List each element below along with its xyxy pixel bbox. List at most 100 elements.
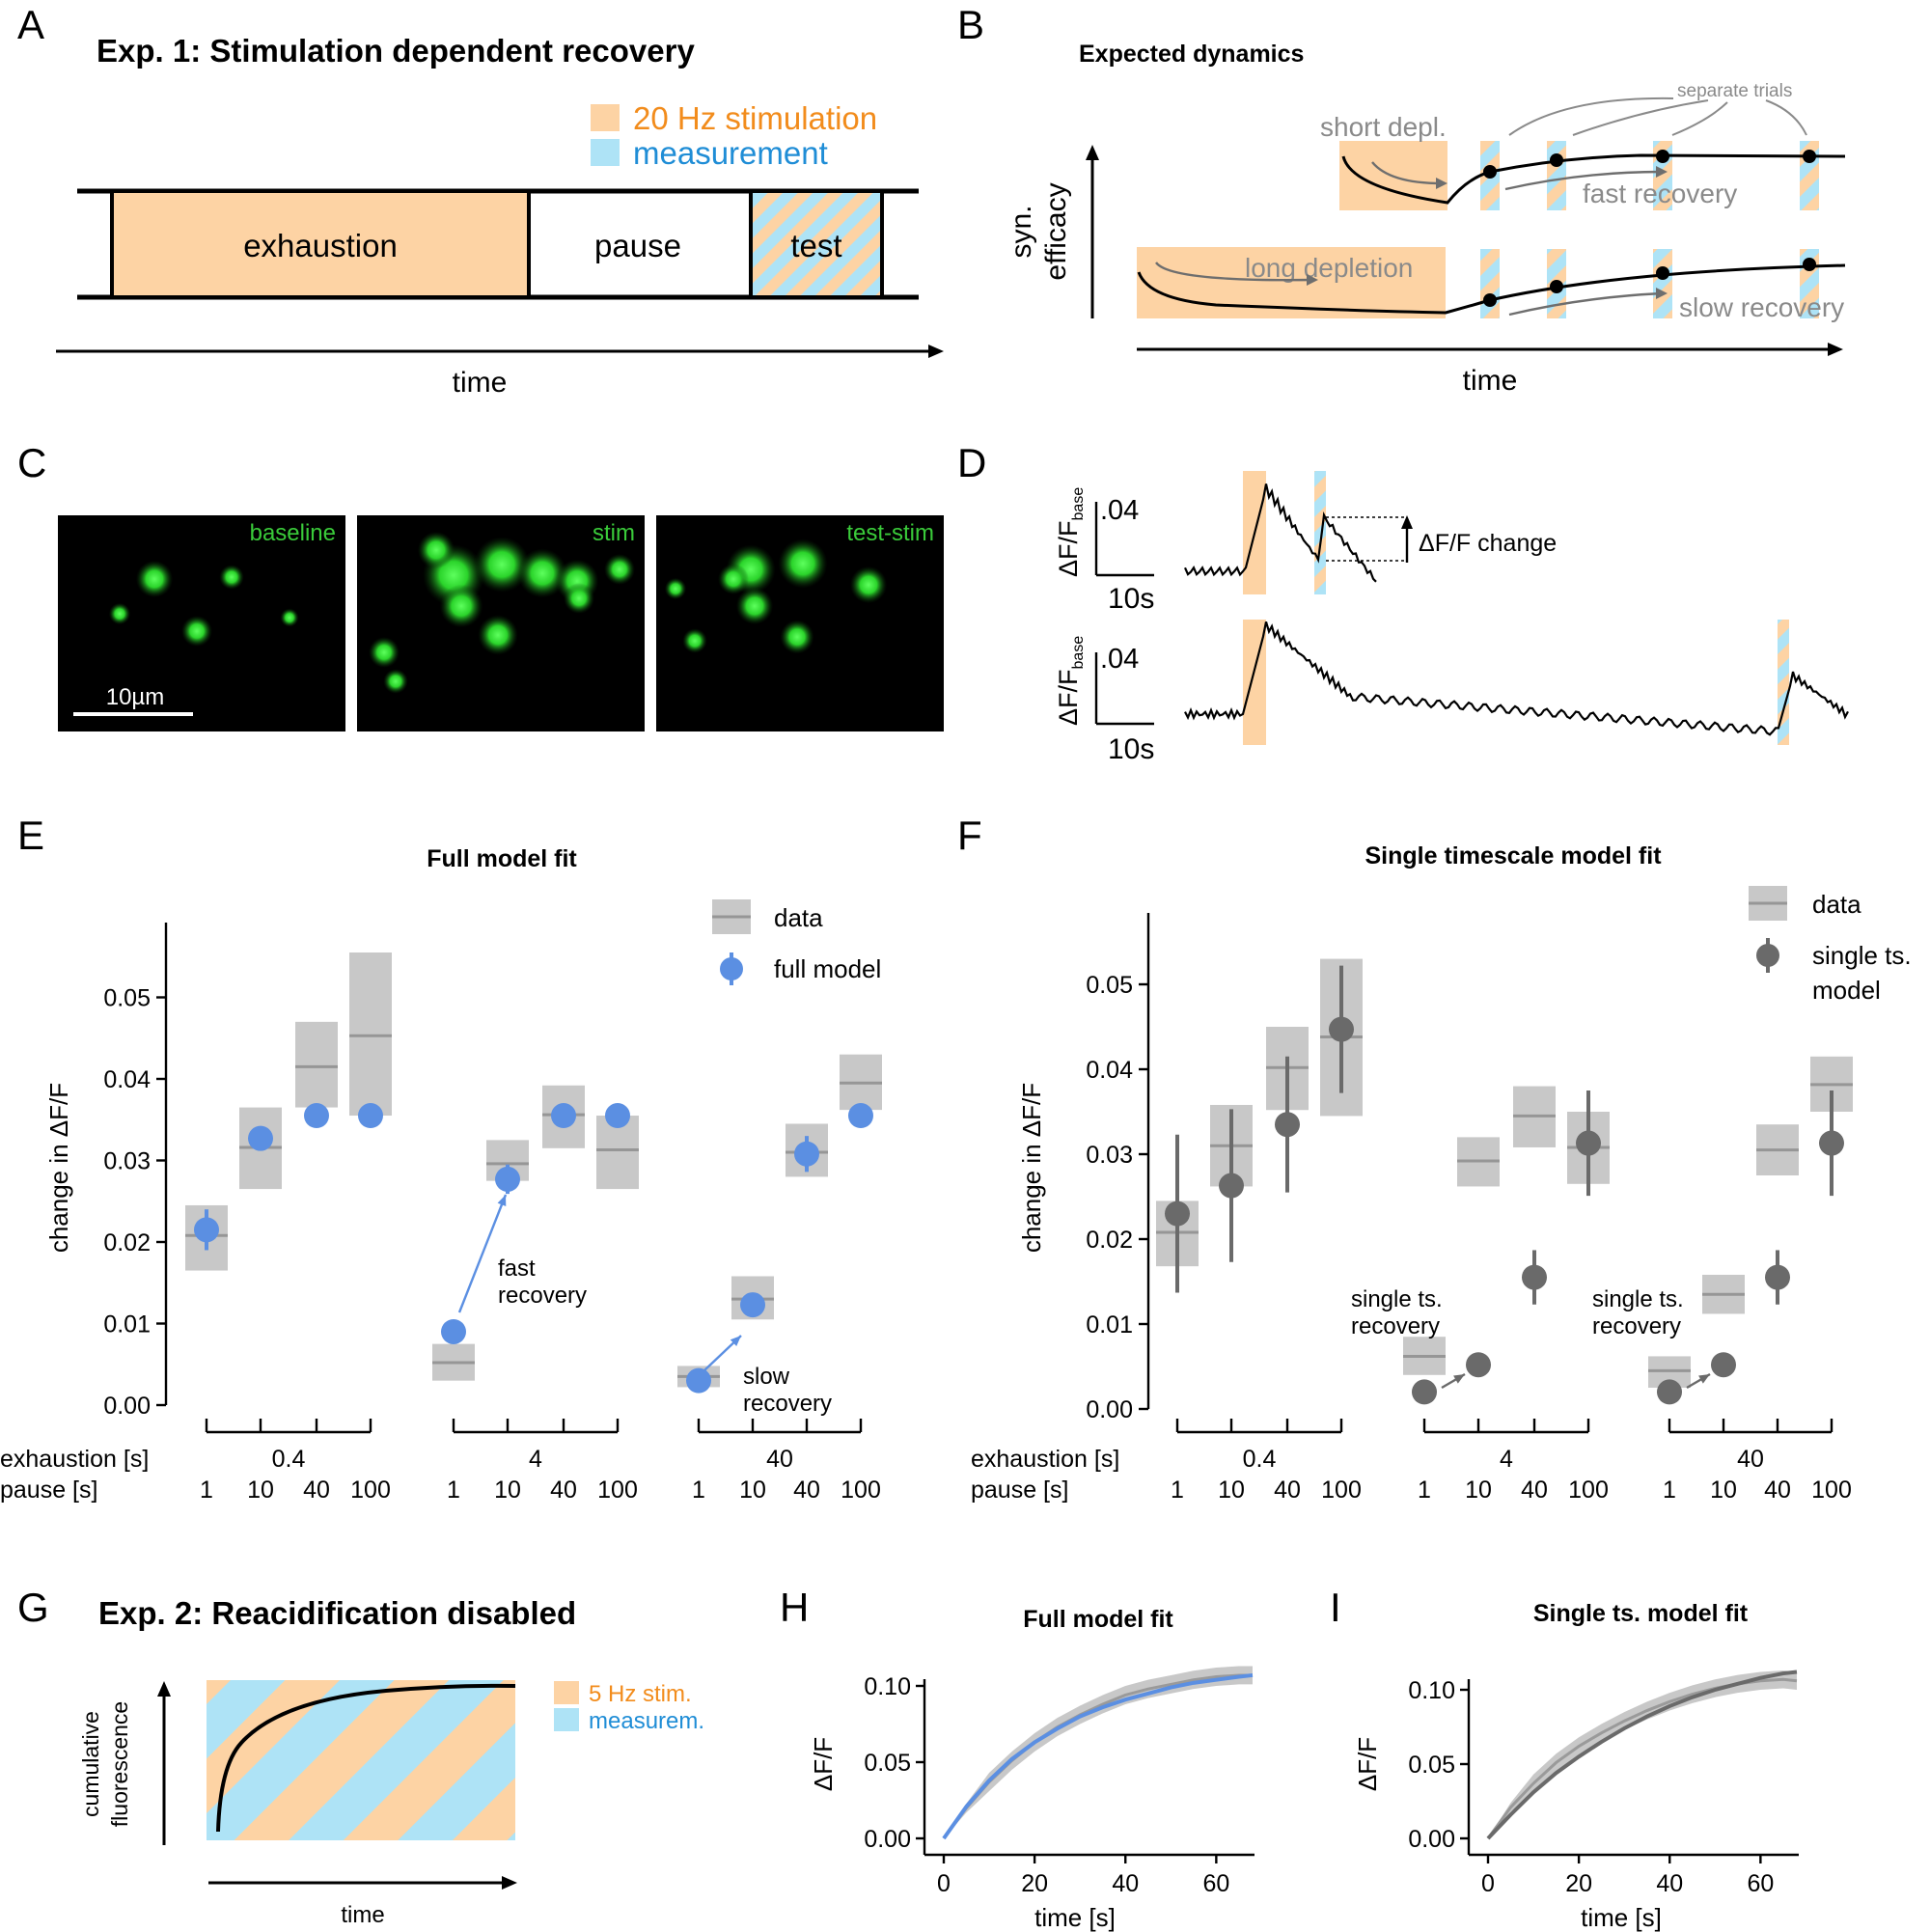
pause-tick-label: 100 xyxy=(350,1477,391,1504)
test-bar xyxy=(1778,620,1789,745)
f-plot-area xyxy=(1156,958,1853,1405)
x-tick-label: 0 xyxy=(937,1870,951,1897)
f-ann-group4-line2: recovery xyxy=(1351,1313,1440,1339)
punctum xyxy=(664,577,687,600)
model-point xyxy=(358,1103,383,1129)
h-ylabel: ΔF/F xyxy=(809,1737,838,1791)
e-plot-area xyxy=(185,952,882,1394)
g-striped-area xyxy=(207,1680,515,1840)
i-xlabel: time [s] xyxy=(1581,1903,1662,1932)
pause-tick-label: 1 xyxy=(1418,1477,1431,1504)
trial-dot xyxy=(1803,150,1816,163)
f-legend-model-label1: single ts. xyxy=(1812,941,1912,970)
g-ylabel-line1: cumulative xyxy=(78,1711,103,1817)
fluorescence-trace-long xyxy=(1184,621,1849,736)
pause-tick-label: 10 xyxy=(739,1477,766,1504)
model-point xyxy=(1412,1379,1437,1405)
model-point xyxy=(1576,1130,1601,1156)
data-range-box xyxy=(295,1021,338,1108)
pause-label: pause xyxy=(594,228,681,263)
punctum xyxy=(369,637,400,668)
change-arrowhead xyxy=(1401,515,1413,529)
d-ylabel-sub: base xyxy=(1070,636,1087,670)
exhaustion-tick-label: 4 xyxy=(1500,1446,1513,1473)
b-xlabel: time xyxy=(1463,365,1518,397)
y-tick-label: 0.03 xyxy=(1086,1142,1133,1169)
fast-recovery-label: fast recovery xyxy=(1583,179,1737,208)
pause-tick-label: 1 xyxy=(692,1477,705,1504)
punctum xyxy=(780,620,814,654)
trial-dot xyxy=(1803,258,1816,271)
model-point xyxy=(740,1292,765,1318)
y-tick-label: 0.05 xyxy=(1408,1752,1455,1779)
panel-c: C baseline stim test-stim 10µm xyxy=(17,440,944,731)
x-tick-label: 20 xyxy=(1565,1870,1592,1897)
model-point xyxy=(1329,1016,1354,1042)
legend-stim-swatch xyxy=(591,104,620,131)
model-point xyxy=(1522,1264,1547,1290)
y-tick-label: 0.10 xyxy=(864,1673,911,1700)
slow-recovery-curve xyxy=(1137,263,1846,315)
recovery-arrowhead xyxy=(730,1336,741,1346)
b-ylabel-line1: syn. xyxy=(1006,205,1037,258)
exhaustion-tick-label: 0.4 xyxy=(272,1446,306,1473)
grey-arrow xyxy=(1504,170,1663,191)
test-bar xyxy=(1314,471,1326,594)
recovery-arrowhead xyxy=(497,1195,507,1206)
pause-tick-label: 1 xyxy=(200,1477,213,1504)
short-depl-label: short depl. xyxy=(1320,112,1447,142)
pause-tick-label: 40 xyxy=(1274,1477,1301,1504)
pause-tick-label: 1 xyxy=(1663,1477,1676,1504)
f-legend-data-label: data xyxy=(1812,890,1861,919)
model-point xyxy=(495,1166,520,1192)
panel-g: G Exp. 2: Reacidification disabled cumul… xyxy=(17,1585,704,1928)
g-x-arrowhead xyxy=(502,1876,517,1890)
recovery-arrowhead xyxy=(1453,1374,1465,1384)
separate-trials-label: separate trials xyxy=(1677,81,1792,101)
b-y-arrowhead xyxy=(1086,145,1099,160)
punctum xyxy=(474,537,530,593)
scale-bar-label: 10µm xyxy=(106,684,165,710)
pause-tick-label: 100 xyxy=(1811,1477,1852,1504)
subgroup-axis-label: pause [s] xyxy=(971,1477,1068,1504)
f-ann-group4-line1: single ts. xyxy=(1351,1286,1443,1312)
y-tick-label: 0.00 xyxy=(1408,1826,1455,1853)
b-ylabel-line2: efficacy xyxy=(1040,182,1072,280)
model-point xyxy=(194,1217,219,1243)
group-axis-label: exhaustion [s] xyxy=(0,1446,149,1473)
pause-tick-label: 40 xyxy=(1764,1477,1791,1504)
model-point xyxy=(304,1103,329,1129)
punctum xyxy=(682,628,707,653)
fluorescent-puncta xyxy=(108,531,888,694)
pause-tick-label: 1 xyxy=(447,1477,460,1504)
d-ylabel-main: ΔF/F xyxy=(1054,520,1083,577)
punctum xyxy=(517,548,567,598)
trial-dot xyxy=(1656,150,1669,163)
grey-arrow-head xyxy=(1436,178,1448,189)
legend-stim-label: 20 Hz stimulation xyxy=(633,100,877,136)
pause-tick-label: 40 xyxy=(550,1477,577,1504)
y-tick-label: 0.04 xyxy=(103,1066,151,1093)
x-tick-label: 40 xyxy=(1112,1870,1139,1897)
g-legend-stim-label: 5 Hz stim. xyxy=(589,1681,692,1707)
e-ann-fast-line2: recovery xyxy=(498,1283,587,1309)
trial-dot xyxy=(1656,266,1669,280)
grey-arrow-head xyxy=(1656,166,1668,178)
pause-tick-label: 10 xyxy=(1218,1477,1245,1504)
model-point xyxy=(1711,1352,1736,1378)
legend-meas-label: measurement xyxy=(633,135,828,171)
d-ytick: .04 xyxy=(1100,495,1139,526)
data-range-box xyxy=(349,952,392,1117)
model-point xyxy=(1765,1264,1790,1290)
x-tick-label: 60 xyxy=(1747,1870,1774,1897)
panel-letter-h: H xyxy=(780,1585,809,1630)
image-label-test-stim: test-stim xyxy=(846,520,934,546)
panel-a: A Exp. 1: Stimulation dependent recovery… xyxy=(17,2,944,399)
panel-d: D .04 10s ΔF/Fbase ΔF/F change .04 10s Δ… xyxy=(957,440,1849,765)
g-y-arrowhead xyxy=(157,1681,171,1697)
subgroup-axis-label: pause [s] xyxy=(0,1477,97,1504)
punctum xyxy=(219,565,244,590)
exhaustion-tick-label: 40 xyxy=(766,1446,793,1473)
f-legend-model-label2: model xyxy=(1812,976,1881,1005)
model-point xyxy=(551,1103,576,1129)
